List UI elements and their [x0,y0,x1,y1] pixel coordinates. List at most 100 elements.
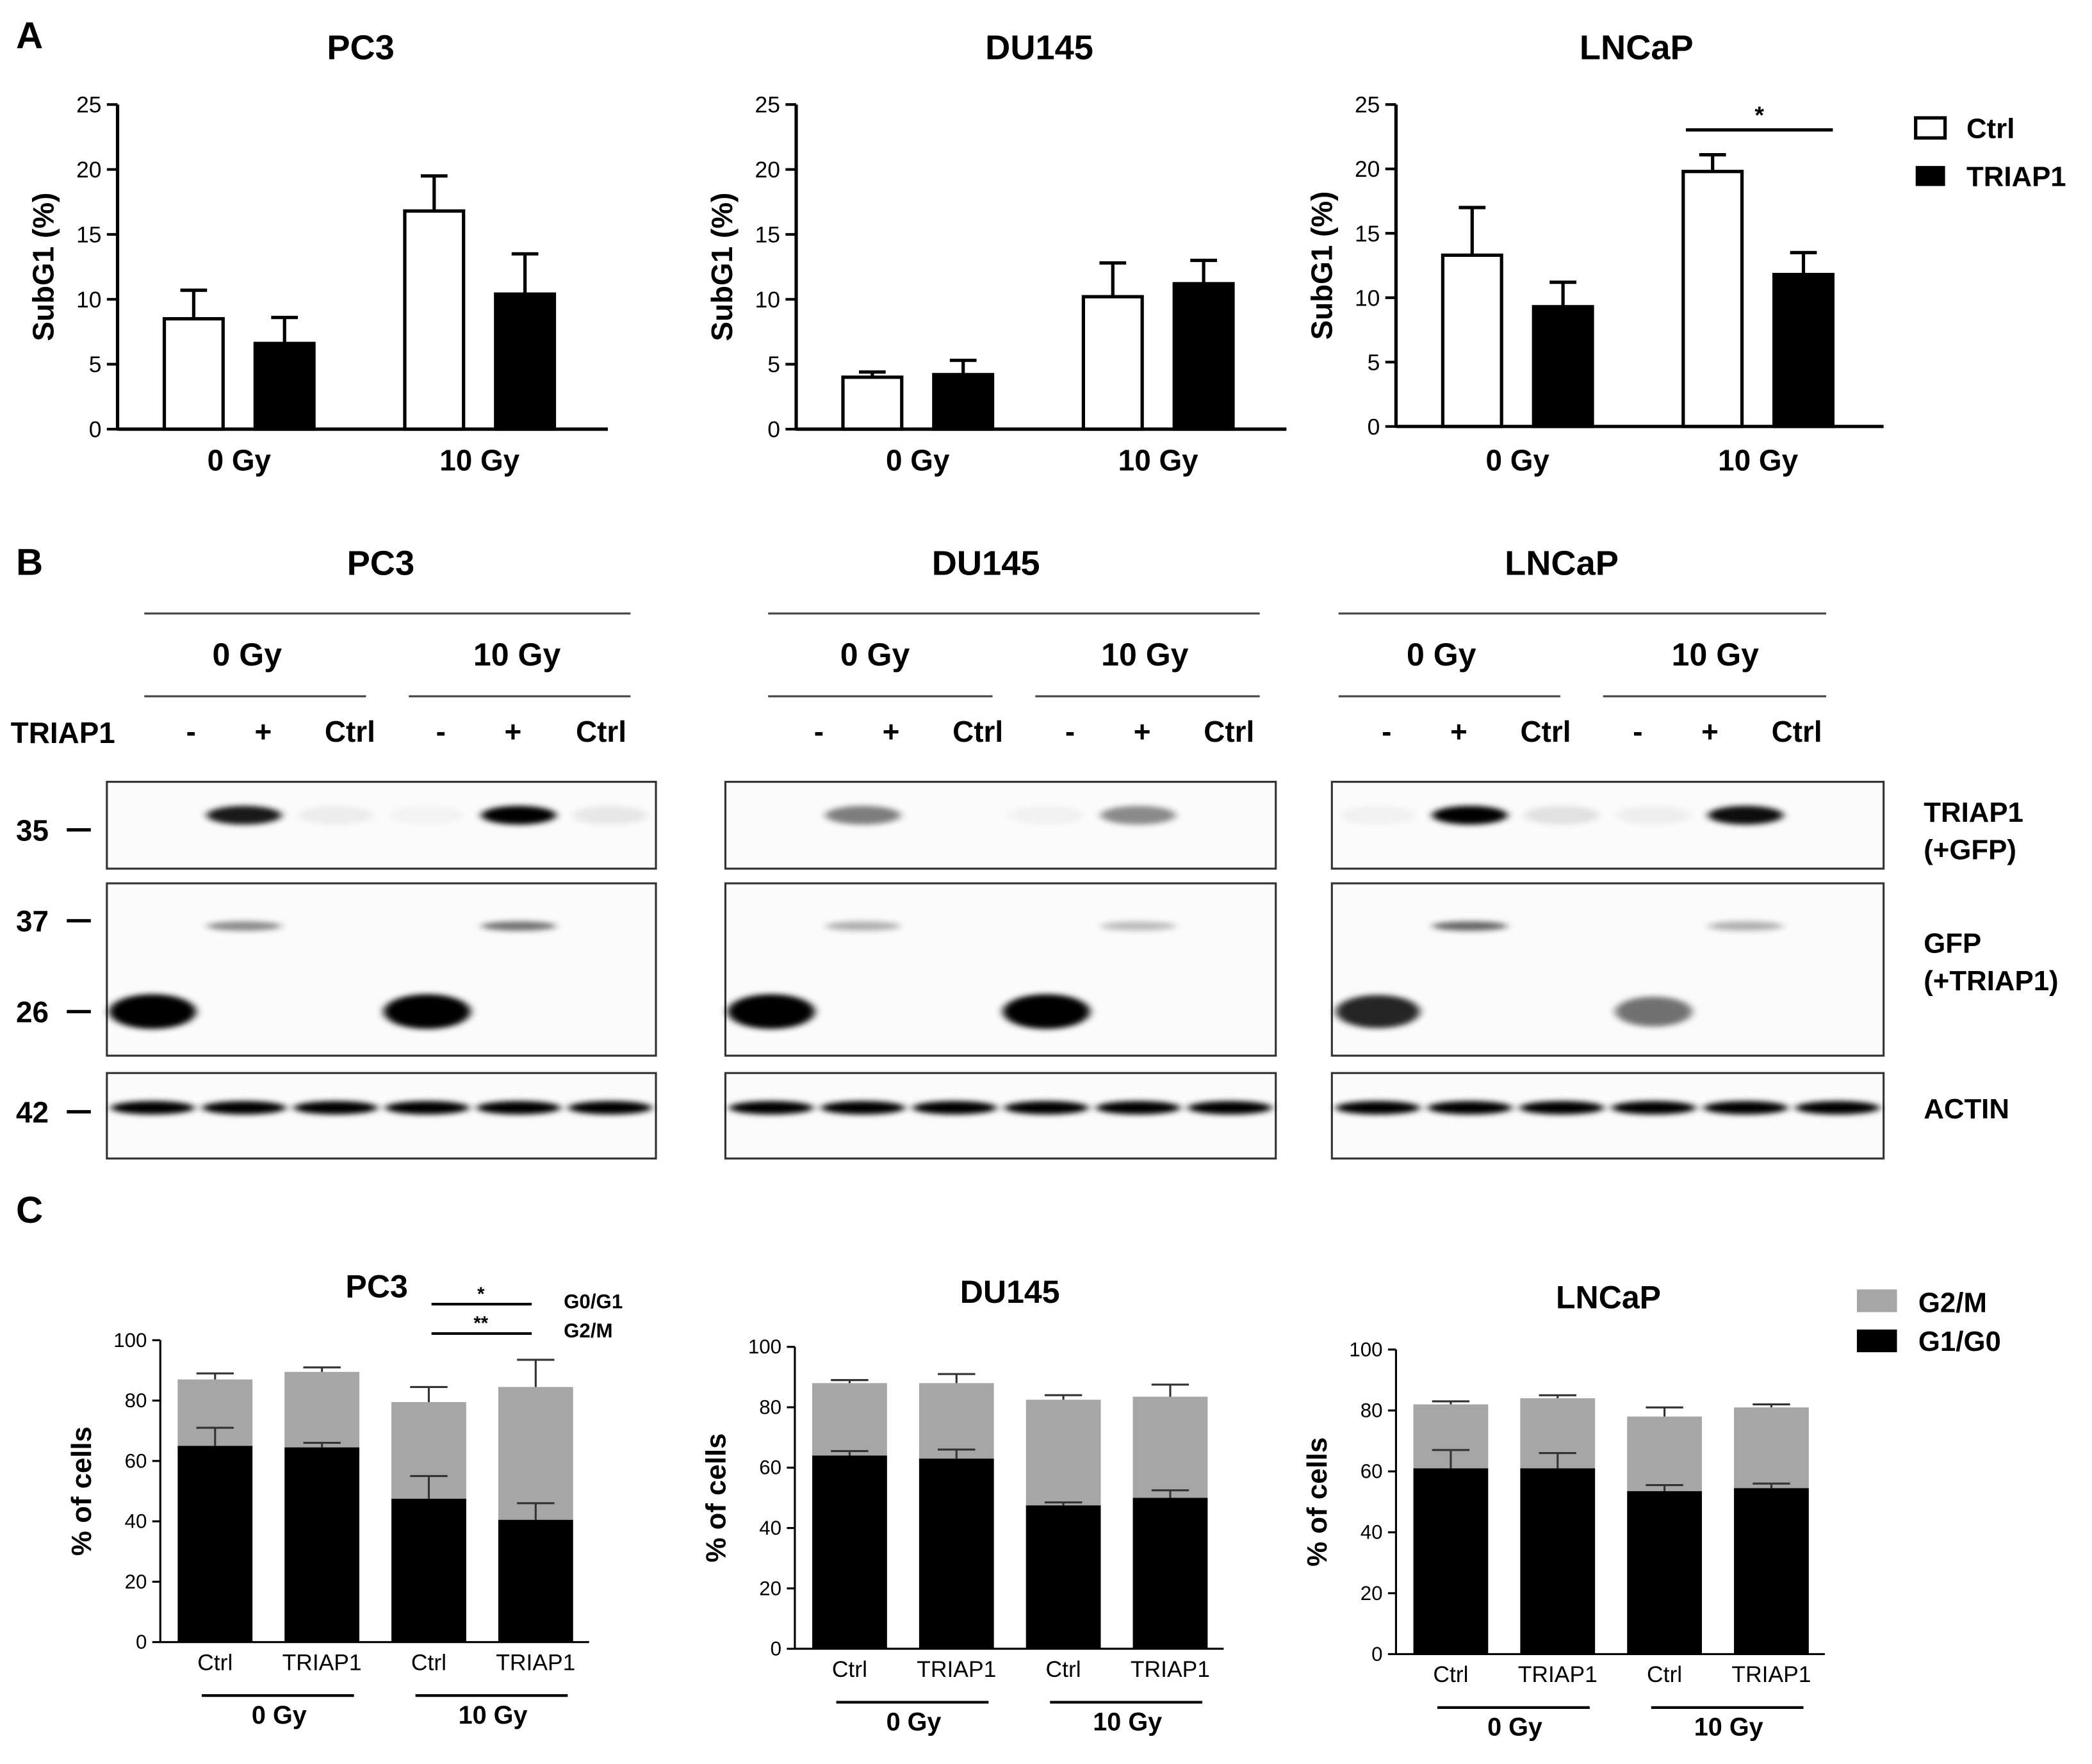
bar-segment-g1g0 [1627,1491,1703,1654]
blot-label: TRIAP1 [1924,797,2023,828]
y-tick-label: 0 [136,1631,147,1653]
bar-ctrl [1681,170,1744,429]
y-tick-label: 40 [759,1517,781,1539]
bar-segment-g1g0 [919,1458,994,1649]
band-actin [110,1101,195,1115]
lane-label: Ctrl [325,715,375,748]
lane-label: + [883,715,900,748]
group-label: 0 Gy [1485,444,1549,477]
legend-swatch-ctrl [1914,116,1947,140]
band-actin [568,1101,653,1115]
y-tick-label: 10 [76,287,101,313]
y-tick-label: 20 [759,1577,781,1599]
bar-segment-g2m [498,1387,573,1520]
blot-frame-actin [724,1072,1277,1160]
chart-title: DU145 [985,28,1093,67]
cellcycle-chart-pc3: PC3 0 20 40 60 80 100 % of cells Ctrl TRIAP1 Ctrl T… [66,1269,623,1729]
y-tick-label: 0 [771,1638,781,1660]
y-tick-label: 0 [1368,414,1380,439]
bar-ctrl [403,209,466,431]
bar-triap1 [494,292,557,431]
band-actin [1519,1101,1605,1115]
bar-ctrl [841,375,904,431]
blot-frame-triap1 [106,781,657,870]
y-tick-label: 100 [748,1335,781,1358]
blot-frame-gfp [724,882,1277,1057]
blot-frame-gfp [106,882,657,1057]
y-axis-label: % of cells [1302,1437,1333,1567]
group-label: 0 Gy [887,1708,942,1736]
band-triap1 [298,806,373,825]
band-triap1 [1100,806,1176,825]
band-gfp37 [1708,921,1784,931]
band-triap1 [1008,806,1084,825]
blot-label: ACTIN [1924,1093,2009,1125]
chart-title: PC3 [327,28,394,67]
y-tick-label: 20 [755,157,780,183]
bar-segment-g2m [919,1383,994,1459]
lane-label: - [186,715,196,748]
band-actin [821,1101,906,1115]
triap1-row-label: TRIAP1 [11,716,115,749]
western-blot-pc3: PC3 0 Gy 10 Gy - + Ctrl - + Ctrl [106,544,657,1160]
category-label: Ctrl [832,1656,867,1682]
y-tick-label: 80 [125,1389,147,1412]
group-label: 0 Gy [1487,1713,1542,1742]
lane-label: + [1134,715,1151,748]
y-tick-label: 60 [125,1450,147,1472]
band-actin [1703,1101,1788,1115]
band-actin [1611,1101,1696,1115]
category-label: Ctrl [411,1649,446,1675]
bar-segment-g1g0 [1734,1488,1809,1654]
significance-star: ** [473,1314,488,1334]
lane-label: Ctrl [1204,715,1254,748]
y-tick-label: 20 [125,1571,147,1593]
bar-segment-g1g0 [1520,1468,1596,1654]
band-gfp26 [728,994,815,1029]
bar-triap1 [1772,272,1835,429]
blot-frame-actin [1330,1072,1885,1160]
category-label: Ctrl [1647,1662,1682,1687]
dose-label: 0 Gy [840,637,910,673]
band-gfp26 [109,994,197,1029]
y-tick-label: 20 [1355,156,1380,182]
lane-label: + [1701,715,1719,748]
cellcycle-chart-du145: DU145 0 20 40 60 80 100 % of cells Ctrl TRIAP1 Ctr… [700,1274,1224,1736]
bar-segment-g2m [284,1371,360,1448]
mw-marker-37: 37 [16,904,49,938]
bar-ctrl [1081,295,1144,431]
chart-title: DU145 [960,1274,1060,1310]
group-label: 0 Gy [886,444,950,477]
y-tick-label: 100 [1349,1338,1382,1360]
y-tick-label: 25 [1355,92,1380,118]
lane-label: - [814,715,824,748]
y-tick-label: 40 [125,1510,147,1533]
blot-title: DU145 [932,544,1040,582]
y-tick-label: 0 [1371,1643,1382,1665]
legend-label-g2m: G2/M [1918,1287,1987,1319]
bar-segment-g2m [812,1383,887,1456]
bar-triap1 [1532,305,1594,429]
bar-triap1 [1172,282,1235,431]
band-gfp26 [384,994,471,1029]
band-actin [1188,1101,1272,1115]
subg1-chart-pc3: PC3 0 5 10 15 20 25 SubG1 (%) 0 Gy 10 Gy [26,28,608,477]
bar-segment-g2m [1734,1407,1809,1489]
subg1-chart-du145: DU145 0 5 10 15 20 25 SubG1 (%) 0 Gy 10 Gy [705,28,1287,477]
chart-title: LNCaP [1580,28,1694,67]
bar-segment-g2m [1026,1400,1101,1506]
blot-title: LNCaP [1505,544,1619,582]
chart-title: PC3 [345,1269,407,1305]
group-label: 0 Gy [252,1701,307,1729]
band-triap1 [481,806,557,825]
y-tick-label: 60 [759,1457,781,1479]
y-tick-label: 15 [755,222,780,247]
group-label: 10 Gy [439,444,519,477]
category-label: TRIAP1 [1731,1662,1811,1687]
band-triap1 [573,806,648,825]
bar-segment-g2m [1132,1396,1208,1498]
y-tick-label: 20 [1361,1582,1383,1605]
bar-segment-g1g0 [812,1455,887,1649]
